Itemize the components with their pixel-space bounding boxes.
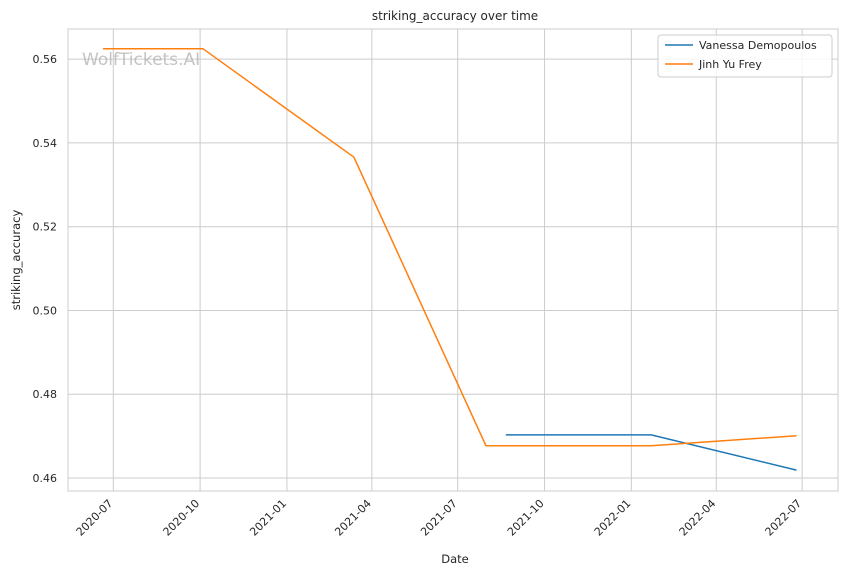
grid: [68, 29, 838, 491]
watermark: WolfTickets.AI: [82, 50, 200, 70]
y-axis-title: striking_accuracy: [9, 210, 23, 311]
series-layer: [102, 47, 797, 471]
y-tick-labels: 0.46 0.48 0.50 0.52 0.54 0.56: [33, 53, 58, 485]
y-tick-label: 0.54: [33, 137, 58, 150]
x-axis-title: Date: [441, 552, 469, 566]
x-tick-label: 2021-04: [332, 497, 374, 539]
series-line-vanessa-demopoulos: [505, 434, 797, 471]
x-tick-label: 2021-07: [418, 497, 460, 539]
chart-title: striking_accuracy over time: [372, 9, 538, 23]
plot-area: [68, 29, 838, 491]
series-line-jinh-yu-frey: [102, 47, 797, 447]
legend-box: [657, 34, 833, 78]
legend-label-jinh-yu-frey: Jinh Yu Frey: [698, 58, 762, 71]
legend: Vanessa Demopoulos Jinh Yu Frey: [657, 34, 833, 78]
x-tick-label: 2021-10: [505, 497, 547, 539]
y-tick-label: 0.56: [33, 53, 58, 66]
y-tick-label: 0.48: [33, 388, 58, 401]
y-tick-label: 0.52: [33, 221, 58, 234]
x-tick-label: 2022-01: [592, 497, 634, 539]
x-tick-label: 2020-10: [161, 497, 203, 539]
x-tick-label: 2021-01: [247, 497, 289, 539]
plot-frame: [67, 28, 839, 492]
legend-label-vanessa-demopoulos: Vanessa Demopoulos: [699, 39, 817, 52]
y-tick-label: 0.50: [33, 304, 58, 317]
x-tick-label: 2022-04: [677, 497, 719, 539]
y-tick-label: 0.46: [33, 472, 58, 485]
x-tick-label: 2020-07: [74, 497, 116, 539]
x-tick-label: 2022-07: [763, 497, 805, 539]
x-tick-labels: 2020-07 2020-10 2021-01 2021-04 2021-07 2021-…: [74, 497, 805, 539]
